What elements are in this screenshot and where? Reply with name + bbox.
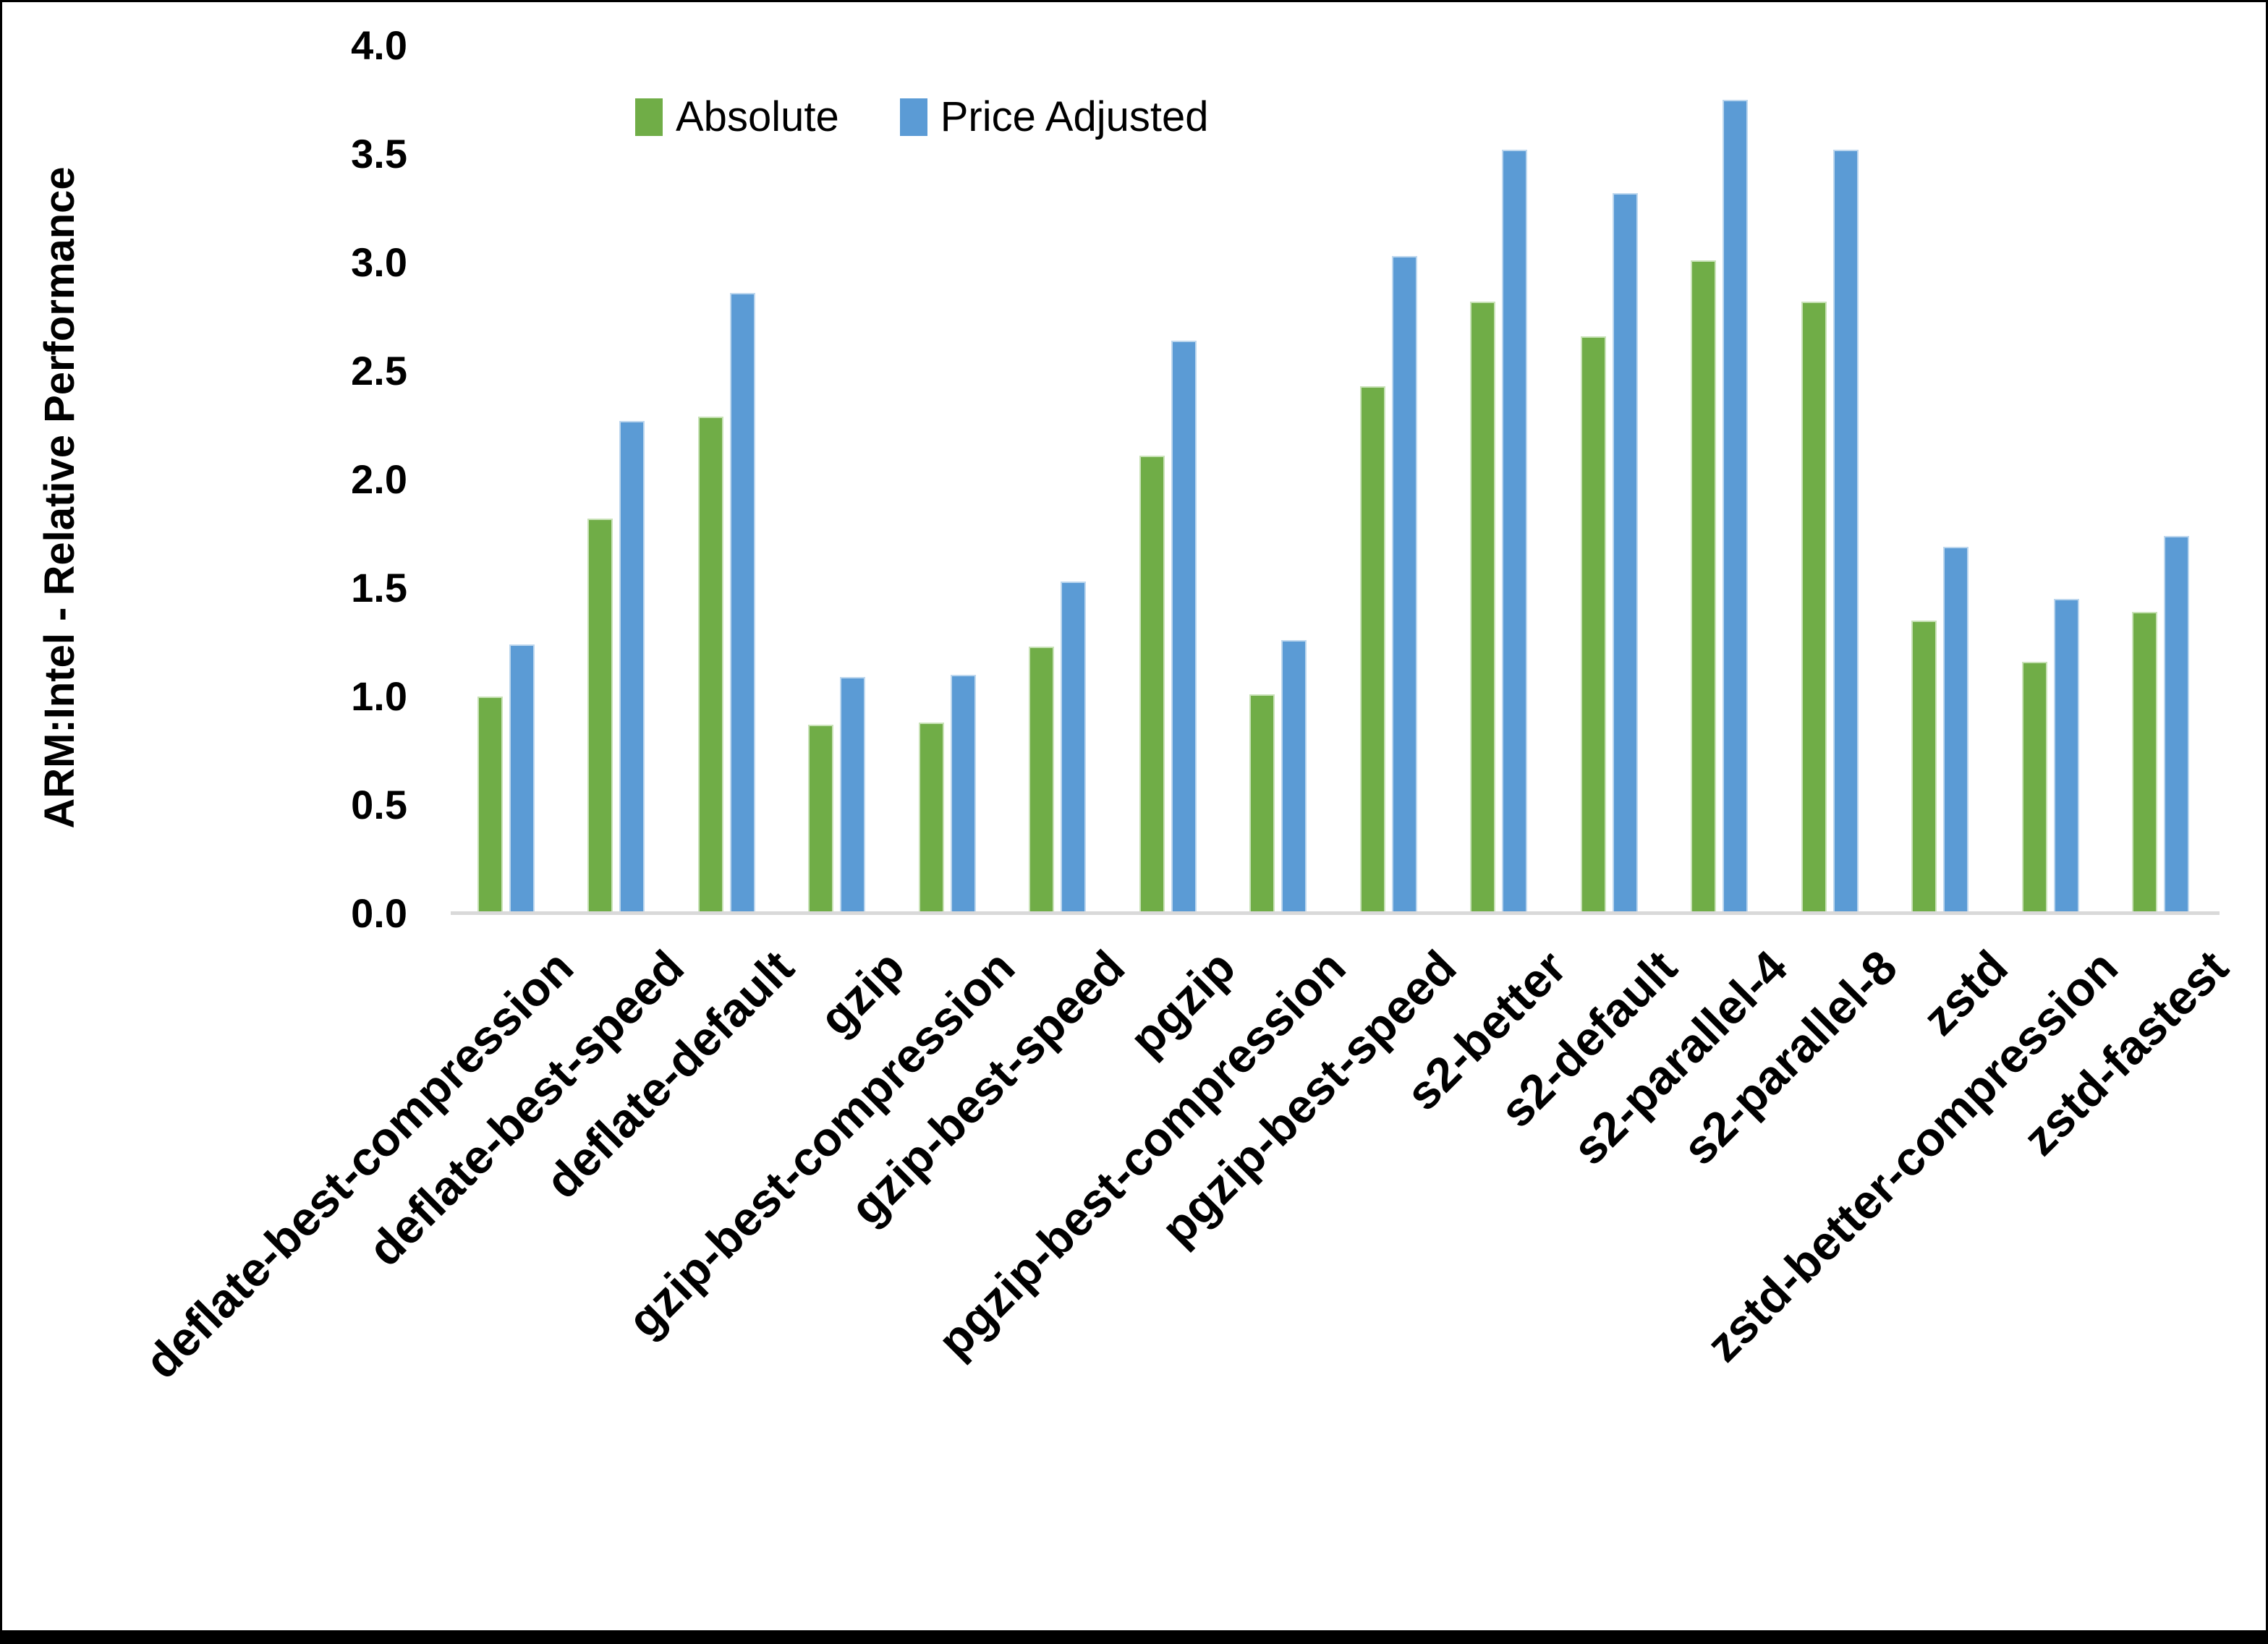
category-group-s2-parallel-4 (1665, 46, 1775, 913)
bar-price-adjusted-gzip (840, 677, 866, 913)
bar-absolute-s2-default (1580, 336, 1606, 913)
bar-price-adjusted-gzip-best-speed (1061, 582, 1087, 913)
bottom-border-bar (2, 1630, 2266, 1642)
bar-absolute-pgzip-best-speed (1359, 386, 1385, 913)
x-axis-line (451, 911, 2220, 915)
y-axis-tick-label: 1.5 (351, 565, 407, 610)
bar-price-adjusted-zstd-fastest (2164, 536, 2190, 913)
legend-item-price-adjusted: Price Adjusted (899, 93, 1209, 141)
bar-absolute-gzip-best-speed (1029, 647, 1055, 913)
legend-item-absolute: Absolute (635, 93, 839, 141)
bar-absolute-pgzip-best-compression (1249, 694, 1275, 913)
bar-price-adjusted-gzip-best-compression (950, 675, 976, 913)
bar-absolute-deflate-best-compression (477, 697, 503, 913)
bar-price-adjusted-s2-default (1612, 193, 1638, 913)
bar-absolute-deflate-default (697, 417, 723, 913)
category-group-deflate-default (671, 46, 782, 913)
y-axis-tick-label: 1.0 (351, 673, 407, 719)
y-axis-tick-label: 0.0 (351, 890, 407, 936)
bar-price-adjusted-pgzip-best-speed (1391, 256, 1417, 913)
category-group-s2-parallel-8 (1775, 46, 1885, 913)
category-group-gzip (782, 46, 893, 913)
bar-absolute-pgzip (1139, 456, 1165, 913)
y-axis-tick-label: 2.0 (351, 456, 407, 502)
bar-absolute-deflate-best-speed (587, 519, 613, 913)
y-axis-tick-label: 2.5 (351, 348, 407, 393)
y-axis-tick-label: 3.0 (351, 239, 407, 285)
bar-absolute-zstd-better-compression (2021, 662, 2047, 913)
y-axis-tick-label: 4.0 (351, 22, 407, 68)
bar-price-adjusted-pgzip (1171, 341, 1197, 913)
category-group-zstd-better-compression (1995, 46, 2106, 913)
y-axis-title: ARM:Intel - Relative Performance (36, 166, 83, 829)
bar-price-adjusted-zstd (1943, 547, 1969, 913)
bar-absolute-s2-better (1470, 302, 1496, 913)
category-group-s2-default (1554, 46, 1665, 913)
category-group-s2-better (1444, 46, 1555, 913)
bar-price-adjusted-s2-better (1502, 150, 1528, 913)
category-group-gzip-best-compression (892, 46, 1003, 913)
bar-absolute-gzip (808, 725, 834, 913)
bar-absolute-gzip-best-compression (918, 723, 944, 913)
legend-swatch-price-adjusted (899, 98, 927, 136)
bar-price-adjusted-s2-parallel-4 (1723, 100, 1749, 913)
chart-legend: Absolute Price Adjusted (635, 93, 1209, 141)
bar-absolute-s2-parallel-4 (1691, 260, 1717, 913)
category-group-zstd (1885, 46, 1996, 913)
y-axis-tick-label: 3.5 (351, 131, 407, 176)
legend-label: Price Adjusted (940, 93, 1209, 140)
bar-price-adjusted-zstd-better-compression (2053, 599, 2079, 913)
x-axis-label-deflate-best-compression: deflate-best-compression (134, 940, 584, 1389)
bar-price-adjusted-pgzip-best-compression (1281, 640, 1307, 913)
plot-area (451, 46, 2216, 913)
category-group-deflate-best-compression (451, 46, 561, 913)
category-group-zstd-fastest (2106, 46, 2217, 913)
bar-price-adjusted-s2-parallel-8 (1832, 150, 1859, 913)
bar-price-adjusted-deflate-best-compression (509, 644, 535, 913)
y-axis-tick-label: 0.5 (351, 782, 407, 827)
category-group-pgzip-best-compression (1223, 46, 1334, 913)
bar-price-adjusted-deflate-best-speed (619, 421, 645, 913)
bar-absolute-s2-parallel-8 (1801, 302, 1827, 913)
category-group-deflate-best-speed (561, 46, 672, 913)
legend-label: Absolute (676, 93, 839, 140)
legend-swatch-absolute (635, 98, 663, 136)
category-group-gzip-best-speed (1003, 46, 1113, 913)
category-group-pgzip-best-speed (1333, 46, 1444, 913)
bar-absolute-zstd-fastest (2132, 612, 2158, 913)
category-group-pgzip (1113, 46, 1223, 913)
bar-absolute-zstd (1911, 621, 1937, 913)
bar-price-adjusted-deflate-default (729, 293, 755, 913)
